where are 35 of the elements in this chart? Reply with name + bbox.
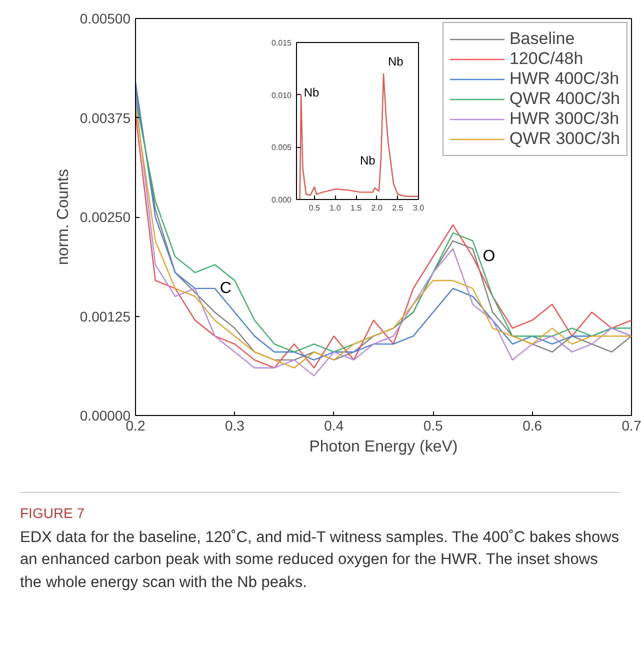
x-tick-label: 1.5 <box>350 204 362 212</box>
legend-label: HWR 400C/3h <box>509 69 620 89</box>
legend-label: 120C/48h <box>509 49 584 69</box>
x-tick-label: 2.0 <box>371 204 383 212</box>
annotation: Nb <box>388 54 404 68</box>
annotation: Nb <box>360 153 376 168</box>
y-tick-label: 0.015 <box>271 38 292 48</box>
x-axis-title: Photon Energy (keV) <box>309 438 458 456</box>
annotation: O <box>482 248 496 266</box>
y-axis-title: norm. Counts <box>54 168 72 266</box>
x-tick-label: 2.5 <box>392 204 404 212</box>
legend-label: Baseline <box>509 29 575 49</box>
y-tick-label: 0.00375 <box>80 110 131 126</box>
y-tick-label: 0.00125 <box>80 308 131 324</box>
legend-label: QWR 300C/3h <box>509 129 620 149</box>
y-tick-label: 0.00250 <box>80 209 131 225</box>
x-tick-label: 3.0 <box>412 204 425 212</box>
y-tick-label: 0.010 <box>271 90 292 100</box>
x-tick-label: 0.7 <box>622 418 641 434</box>
x-tick-label: 0.4 <box>324 418 344 434</box>
x-tick-label: 0.5 <box>308 204 321 212</box>
caption: FIGURE 7 <box>20 504 86 523</box>
y-tick-label: 0.00500 <box>80 10 131 26</box>
line-series <box>298 73 418 200</box>
text: EDX data for the baseline, 120˚C, and mid-T witness samples. The 400˚C bakes shows an enhanced carbon peak with some reduced oxygen for the HWR. The inset shows the whole energy scan with the Nb peaks. <box>20 528 620 593</box>
y-tick-label: 0.000 <box>271 196 292 204</box>
legend-label: QWR 400C/3h <box>509 89 620 109</box>
legend-label: HWR 300C/3h <box>509 109 620 129</box>
x-tick-label: 1.0 <box>330 204 342 212</box>
annotation: C <box>220 280 232 297</box>
x-tick-label: 0.6 <box>522 418 542 434</box>
x-tick-label: 0.5 <box>423 418 444 434</box>
x-tick-label: 0.3 <box>224 418 245 434</box>
y-tick-label: 0.005 <box>271 143 292 152</box>
annotation: Nb <box>304 86 320 100</box>
